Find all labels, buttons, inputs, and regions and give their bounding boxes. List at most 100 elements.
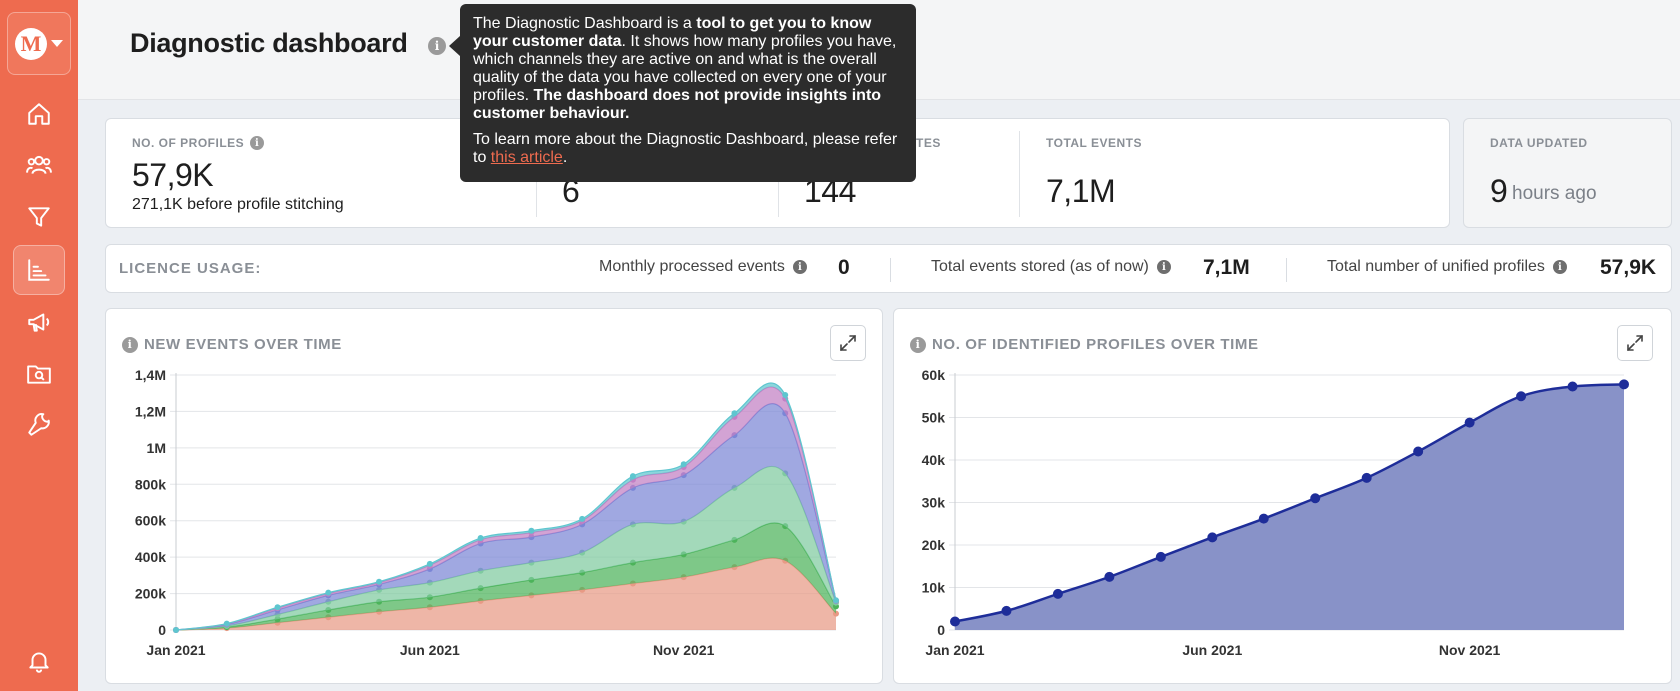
stored-events-value: 7,1M [1203, 256, 1250, 279]
data-point [833, 597, 839, 604]
data-point [950, 616, 960, 627]
data-point [1258, 513, 1269, 524]
workspace-switcher-button[interactable]: M [7, 12, 71, 75]
x-tick-label: Jun 2021 [1182, 642, 1242, 658]
sidebar-item-profiles[interactable] [13, 140, 65, 190]
licence-usage-bar: LICENCE USAGE: Monthly processed events … [105, 244, 1672, 293]
data-point [274, 604, 281, 611]
tooltip-bold-text: The dashboard does not provide insights … [473, 87, 882, 122]
article-link[interactable]: this article [490, 149, 563, 166]
identified-profiles-chart: 0 10k 20k 30k 40k 50k 60k Jan 2021 Jun 2021 Nov 2… [922, 367, 1629, 658]
divider [1286, 258, 1287, 282]
data-point [629, 473, 636, 480]
info-tooltip: The Diagnostic Dashboard is a tool to ge… [449, 4, 916, 182]
chart-icon [28, 259, 50, 281]
x-tick-label: Jan 2021 [146, 642, 205, 658]
y-tick-label: 50k [922, 410, 946, 426]
unified-profiles-text: Total number of unified profiles [1327, 258, 1545, 275]
megaphone-icon [28, 313, 50, 332]
info-icon[interactable]: i [1552, 260, 1567, 274]
folder-search-icon [27, 365, 51, 384]
data-point [1567, 381, 1578, 392]
divider [890, 258, 891, 282]
y-tick-label: 400k [135, 549, 166, 565]
sidebar-item-campaigns[interactable] [13, 297, 65, 347]
info-icon[interactable]: i [122, 336, 138, 353]
series-area [176, 558, 836, 630]
series-area [176, 466, 836, 630]
updated-label: DATA UPDATED [1490, 136, 1588, 150]
data-point [477, 535, 484, 542]
updated-text: hours ago [1512, 183, 1597, 204]
data-point [1361, 472, 1372, 483]
y-tick-label: 800k [135, 476, 166, 492]
series-area [176, 403, 836, 630]
x-tick-label: Jun 2021 [400, 642, 460, 658]
data-point [376, 578, 383, 585]
data-point [426, 560, 433, 567]
sidebar-item-data-explorer[interactable] [13, 349, 65, 399]
chart-title-text: NO. OF IDENTIFIED PROFILES OVER TIME [932, 336, 1259, 353]
data-point [528, 527, 535, 534]
tooltip-text: . It shows how many profiles you have, w… [473, 33, 897, 104]
sidebar-item-notifications[interactable] [13, 636, 65, 686]
data-point [680, 461, 687, 468]
y-tick-label: 1,2M [135, 403, 166, 419]
expand-chart-button[interactable] [1617, 325, 1653, 361]
y-tick-label: 10k [922, 580, 946, 596]
y-tick-label: 200k [135, 586, 166, 602]
tooltip-paragraph-2: To learn more about the Diagnostic Dashb… [473, 131, 903, 167]
y-tick-label: 20k [922, 537, 946, 553]
data-point [833, 610, 839, 617]
chart-title: i NEW EVENTS OVER TIME [122, 336, 342, 353]
tooltip-text: To learn more about the Diagnostic Dashb… [473, 131, 898, 166]
y-tick-label: 1M [147, 440, 166, 456]
x-tick-label: Nov 2021 [653, 642, 715, 658]
info-icon[interactable]: i [428, 37, 446, 55]
data-point [1155, 551, 1166, 562]
series-area [176, 522, 836, 630]
data-point [1052, 588, 1063, 599]
info-icon[interactable]: i [792, 260, 807, 274]
x-tick-label: Nov 2021 [1439, 642, 1501, 658]
profiles-sub: 271,1K before profile stitching [132, 196, 344, 213]
sidebar-item-segments[interactable] [13, 192, 65, 242]
data-point [1001, 605, 1012, 616]
data-point [1310, 493, 1321, 504]
profiles-label: NO. OF PROFILES i [132, 136, 265, 150]
data-point [1516, 391, 1527, 402]
y-tick-label: 60k [922, 367, 946, 383]
updated-number: 9 [1490, 173, 1508, 209]
channels-value: 6 [562, 173, 580, 209]
sidebar-item-settings[interactable] [13, 400, 65, 450]
new-events-chart-card: 0 200k 400k 600k 800k 1M 1,2M 1,4M Jan 2021 Jun 2… [105, 308, 883, 684]
y-tick-label: 0 [937, 622, 945, 638]
info-icon[interactable]: i [910, 336, 926, 353]
unified-profiles-label: Total number of unified profiles i [1327, 258, 1567, 276]
data-point [1104, 571, 1115, 582]
sidebar: M [0, 0, 78, 691]
chart-title-text: NEW EVENTS OVER TIME [144, 336, 342, 353]
sidebar-item-home[interactable] [13, 89, 65, 139]
data-point [325, 589, 332, 596]
unified-profiles-value: 57,9K [1600, 256, 1657, 279]
info-icon[interactable]: i [1156, 260, 1171, 274]
y-tick-label: 40k [922, 452, 946, 468]
data-point [1413, 446, 1424, 457]
monthly-events-label: Monthly processed events i [599, 258, 807, 276]
home-icon [28, 103, 50, 125]
profiles-value: 57,9K [132, 157, 214, 193]
expand-chart-button[interactable] [830, 325, 866, 361]
identified-profiles-chart-card: 0 10k 20k 30k 40k 50k 60k Jan 2021 Jun 2021 Nov 2… [893, 308, 1672, 684]
sidebar-item-dashboard[interactable] [13, 245, 65, 295]
users-icon [26, 155, 52, 174]
logo-letter: M [20, 30, 42, 56]
expand-icon [1627, 335, 1643, 351]
y-tick-label: 600k [135, 513, 166, 529]
tooltip-bold-text: tool to get you to know your customer da… [473, 15, 872, 50]
data-point [1619, 379, 1629, 390]
stored-events-text: Total events stored (as of now) [931, 258, 1149, 275]
data-point [1207, 532, 1218, 543]
events-label: TOTAL EVENTS [1046, 136, 1143, 150]
info-icon[interactable]: i [250, 136, 265, 150]
